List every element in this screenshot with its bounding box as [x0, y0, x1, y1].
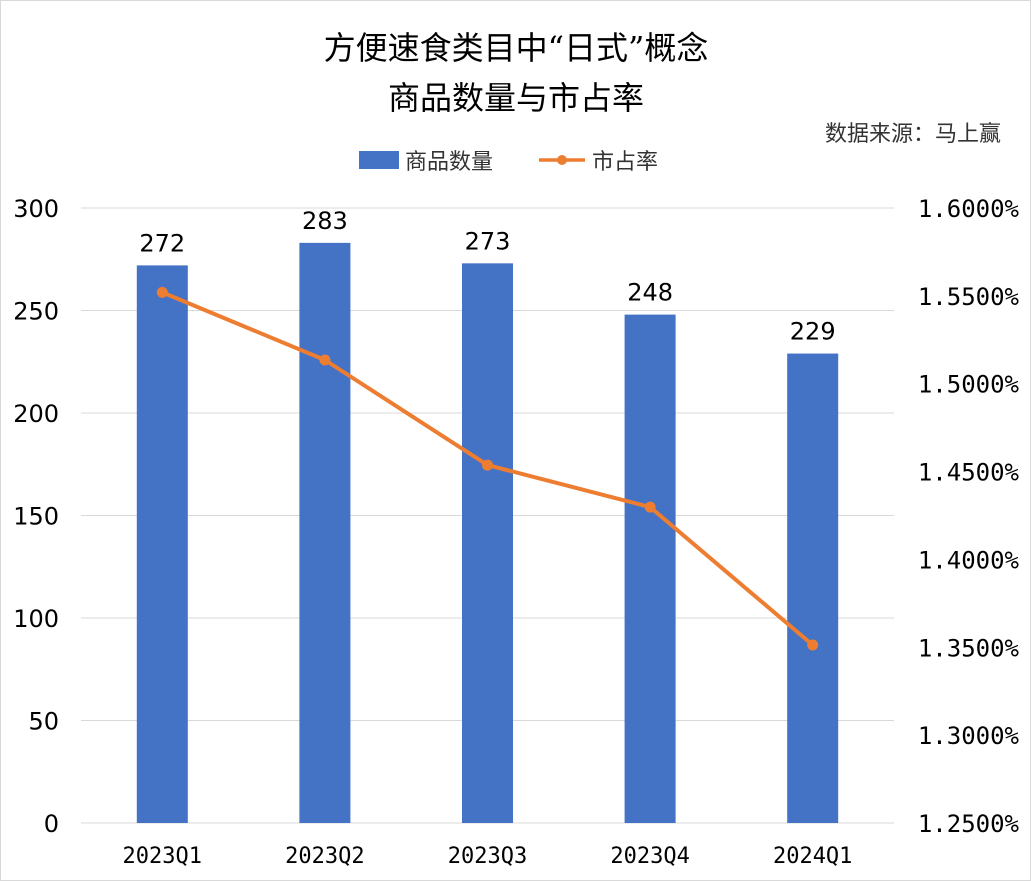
left-axis-tick: 250: [13, 298, 59, 326]
right-axis-tick: 1.5000%: [918, 371, 1020, 399]
bar-data-label: 229: [790, 318, 836, 346]
legend-marker: [557, 155, 567, 165]
bar: [136, 265, 188, 823]
line-point: [807, 639, 819, 651]
x-axis-tick: 2023Q3: [448, 844, 527, 869]
legend-label: 商品数量: [405, 150, 493, 175]
bar-data-label: 272: [139, 229, 185, 257]
left-axis-tick: 200: [13, 400, 59, 428]
left-axis-tick: 0: [44, 810, 59, 838]
right-axis-tick: 1.3000%: [918, 722, 1020, 750]
source-note: 数据来源：马上赢: [825, 122, 1001, 147]
x-axis-tick: 2023Q2: [285, 844, 364, 869]
bar: [624, 314, 676, 823]
chart-title-line: 商品数量与市占率: [388, 79, 644, 117]
bar: [462, 263, 513, 824]
right-axis-tick: 1.3500%: [918, 634, 1020, 662]
left-axis-tick: 300: [13, 195, 59, 223]
line-point: [319, 354, 331, 366]
right-axis-tick: 1.2500%: [918, 810, 1020, 838]
bar: [787, 353, 839, 823]
bar: [299, 242, 351, 824]
x-axis-tick: 2024Q1: [773, 844, 852, 869]
x-axis-tick: 2023Q1: [123, 844, 202, 869]
x-axis-tick: 2023Q4: [610, 844, 689, 869]
legend-swatch-bar: [359, 151, 399, 169]
right-axis-tick: 1.6000%: [918, 195, 1020, 223]
line-point: [644, 501, 656, 513]
line-point: [156, 286, 168, 298]
right-axis-tick: 1.4500%: [918, 459, 1020, 487]
left-axis-tick: 50: [28, 708, 59, 736]
bar-data-label: 273: [465, 227, 511, 255]
right-axis-tick: 1.4000%: [918, 546, 1020, 574]
line-point: [482, 459, 493, 471]
left-axis-tick: 100: [13, 605, 59, 633]
chart-title-line: 方便速食类目中“日式”概念: [324, 29, 709, 67]
legend-label: 市占率: [592, 150, 658, 175]
right-axis-tick: 1.5500%: [918, 283, 1020, 311]
left-axis-tick: 150: [13, 503, 59, 531]
bar-data-label: 283: [302, 207, 348, 235]
bar-data-label: 248: [627, 279, 673, 307]
